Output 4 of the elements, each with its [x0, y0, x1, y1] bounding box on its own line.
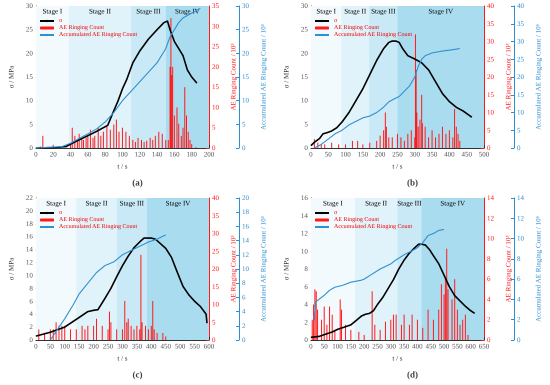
- text: (a): [132, 178, 143, 188]
- text: (b): [407, 178, 418, 188]
- text: (c): [132, 370, 142, 380]
- text: (d): [407, 370, 418, 380]
